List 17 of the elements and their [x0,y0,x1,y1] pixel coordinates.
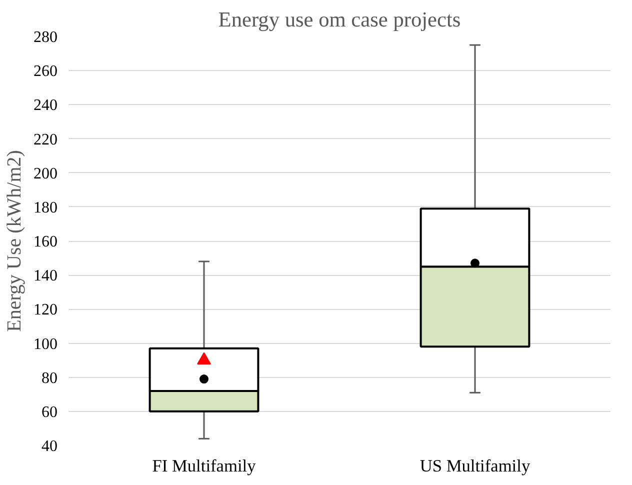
x-tick-label: FI Multifamily [152,456,256,476]
y-axis-title: Energy Use (kWh/m2) [4,150,26,332]
y-tick-label: 100 [34,336,58,353]
y-tick-label: 40 [42,438,58,455]
y-tick-label: 140 [34,268,58,285]
y-tick-label: 60 [42,404,58,421]
x-tick-label: US Multifamily [420,456,530,476]
y-tick-label: 280 [34,29,58,46]
y-tick-label: 80 [42,370,58,387]
y-tick-label: 240 [34,97,58,114]
y-tick-label: 180 [34,199,58,216]
y-tick-label: 200 [34,165,58,182]
y-tick-label: 120 [34,302,58,319]
y-tick-label: 160 [34,234,58,250]
y-tick-label: 260 [34,63,58,80]
y-tick-label: 220 [34,131,58,148]
chart-title: Energy use om case projects [218,8,461,32]
